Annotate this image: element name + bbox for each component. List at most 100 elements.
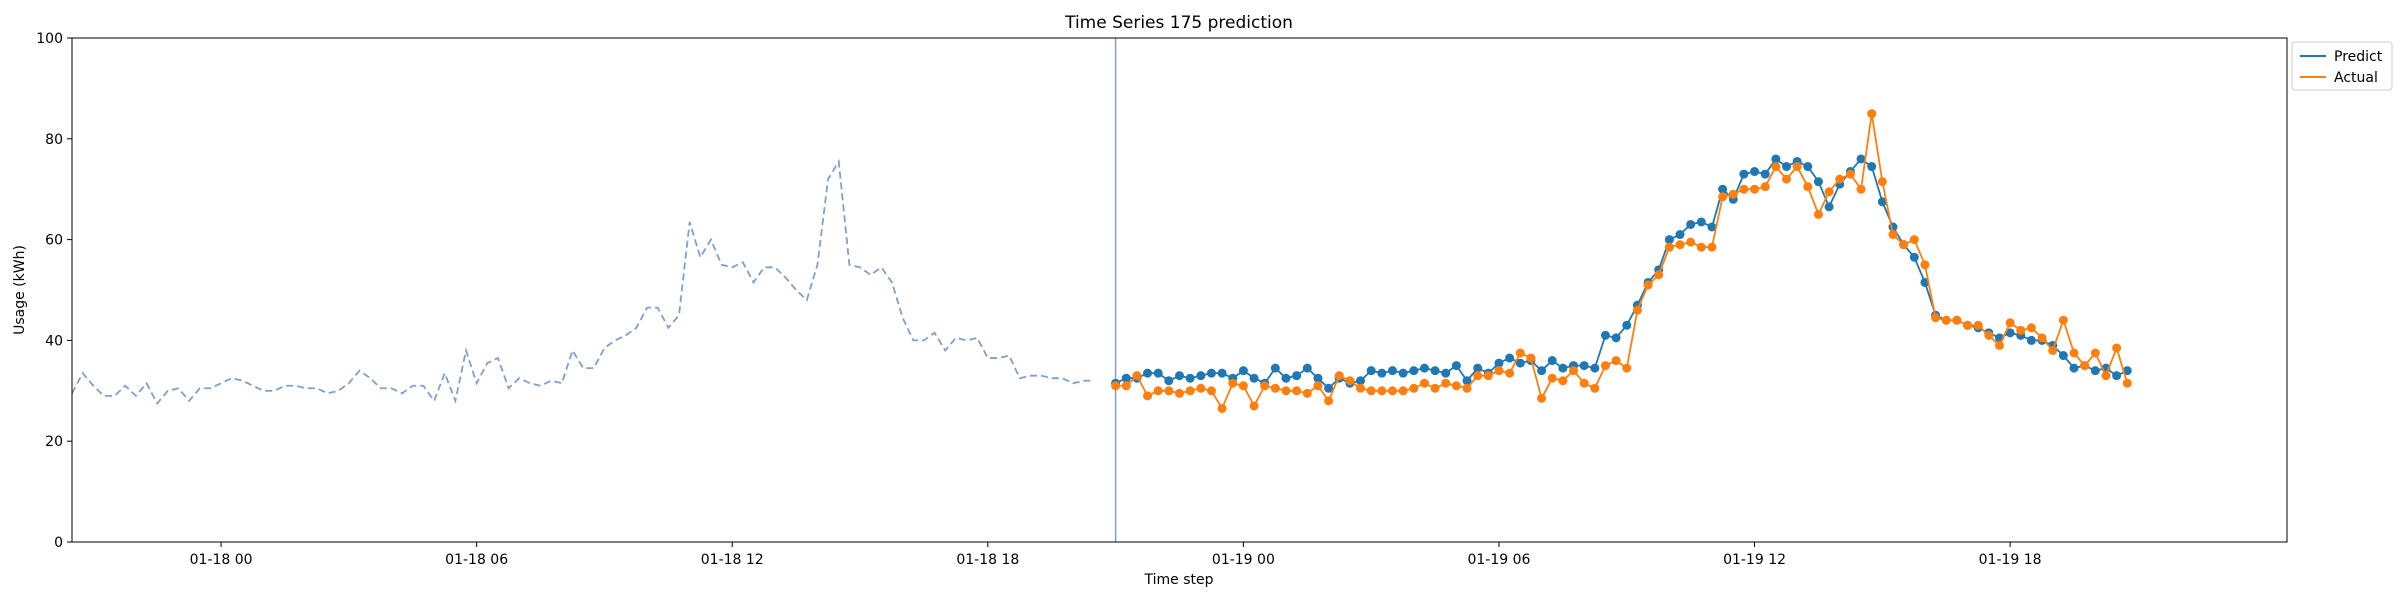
actual-point [1984,330,1994,340]
actual-point [1792,162,1802,172]
predict-point [1143,368,1153,378]
predict-point [1739,169,1749,179]
predict-point [1451,361,1461,371]
predict-point [1494,358,1504,368]
predict-point [1622,320,1632,330]
actual-point [2069,348,2079,358]
x-tick-label: 01-18 00 [190,552,253,568]
x-tick-label: 01-18 12 [701,552,764,568]
actual-point [1813,209,1823,219]
actual-point [2048,345,2058,355]
actual-point [1292,386,1302,396]
y-tick-label: 80 [45,132,63,148]
predict-point [1600,330,1610,340]
actual-point [1132,371,1142,381]
predict-point [1877,197,1887,207]
actual-point [1249,401,1259,411]
actual-point [2122,378,2132,388]
actual-point [1356,383,1366,393]
predict-point [1164,376,1174,386]
actual-point [2090,348,2100,358]
predict-point [1718,184,1728,194]
predict-point [1409,366,1419,376]
predict-point [1206,368,1216,378]
actual-point [1345,376,1355,386]
predict-point [1473,363,1483,373]
actual-point [2016,325,2026,335]
actual-point [1750,184,1760,194]
actual-point [1696,242,1706,252]
predict-point [1579,361,1589,371]
x-tick-label: 01-19 12 [1723,552,1786,568]
actual-point [1632,305,1642,315]
legend-label-predict: Predict [2334,49,2383,65]
history-series-line [71,158,1095,405]
predict-point [1696,217,1706,227]
actual-point [1206,386,1216,396]
actual-point [1845,169,1855,179]
actual-point [1324,396,1334,406]
actual-point [1121,381,1131,391]
actual-point [1569,366,1579,376]
predict-point [1292,371,1302,381]
x-tick-label: 01-18 06 [445,552,508,568]
predict-point [1558,363,1568,373]
actual-point [1664,242,1674,252]
actual-point [1686,237,1696,247]
predict-point [1356,376,1366,386]
predict-point [1175,371,1184,381]
actual-point [1185,386,1195,396]
actual-point [1579,378,1589,388]
actual-point [1451,381,1461,391]
actual-point [1909,235,1919,245]
actual-point [1537,393,1547,403]
predict-point [1813,177,1823,187]
predict-point [1824,202,1834,212]
actual-point [1973,320,1983,330]
actual-point [1462,383,1472,393]
actual-point [1377,386,1387,396]
predict-point [1462,376,1472,386]
actual-point [1217,403,1227,413]
predict-point [1611,333,1621,343]
y-tick-label: 60 [45,233,63,249]
actual-point [1611,356,1621,366]
predict-point [2112,371,2122,381]
actual-point [1718,192,1728,202]
predict-point [1398,368,1408,378]
predict-point [1867,162,1877,172]
actual-point [1622,363,1632,373]
actual-point [1760,182,1770,192]
actual-point [1473,371,1483,381]
actual-point [1835,174,1845,184]
actual-point [2026,323,2036,333]
actual-point [1643,280,1653,290]
actual-point [1270,383,1280,393]
actual-point [1313,381,1323,391]
predict-point [1430,366,1440,376]
actual-point [1899,240,1909,250]
predict-point [2005,328,2015,338]
predict-point [1302,363,1312,373]
actual-point [1409,383,1419,393]
actual-point [1302,388,1312,398]
predict-point [1387,366,1397,376]
actual-point [2037,333,2047,343]
actual-point [1398,386,1408,396]
predict-point [1537,366,1547,376]
predict-point [1153,368,1163,378]
actual-point [1877,177,1887,187]
y-tick-label: 40 [45,333,63,349]
actual-point [1824,187,1834,197]
actual-point [1931,313,1941,323]
legend: Predict Actual [2291,41,2393,91]
predict-point [1196,371,1206,381]
actual-point [1334,371,1344,381]
predict-point [1515,358,1525,368]
actual-point [1441,378,1451,388]
actual-point [1143,391,1153,401]
actual-point [1707,242,1717,252]
actual-point [1739,184,1749,194]
actual-point [1430,383,1440,393]
plot-frame [71,37,2288,543]
